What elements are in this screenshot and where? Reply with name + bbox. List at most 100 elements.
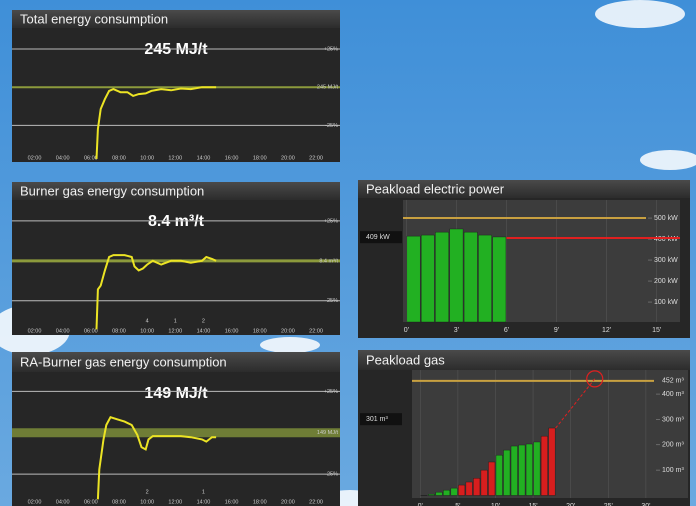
- y-tick-label: +25%: [324, 389, 338, 395]
- x-tick-label: 10:00: [140, 499, 154, 505]
- plot-area: [403, 200, 680, 322]
- y-tick-label: 200 kW: [654, 278, 678, 285]
- bar: [548, 427, 556, 496]
- current-label: 409 kW: [366, 234, 390, 241]
- x-tick-label: 04:00: [56, 155, 70, 161]
- current-box: [360, 413, 402, 426]
- bar: [533, 441, 541, 496]
- x-tick-label: 10': [491, 503, 500, 506]
- data-line: [95, 254, 217, 330]
- panel-body: [12, 182, 340, 335]
- x-tick-label: 04:00: [56, 328, 70, 334]
- x-tick-label: 30': [641, 503, 650, 506]
- panel-titlebar: [358, 180, 690, 198]
- y-tick-label: 500 kW: [654, 215, 678, 222]
- x-tick-label: 15': [529, 503, 538, 506]
- x-tick-label: 20:00: [281, 155, 295, 161]
- y-tick-label: 100 m³: [662, 467, 684, 474]
- y-tick-label: 400 kW: [654, 236, 678, 243]
- x-tick-label: 20:00: [281, 328, 295, 334]
- event-marker: 2: [202, 318, 205, 324]
- panel-titlebar: [12, 10, 340, 28]
- bar: [463, 231, 478, 323]
- data-line: [96, 416, 217, 500]
- panel-title: Total energy consumption: [20, 11, 168, 26]
- bar: [473, 478, 481, 496]
- bar: [503, 449, 511, 496]
- x-tick-label: 06:00: [84, 499, 98, 505]
- current-label: 301 m³: [366, 416, 388, 423]
- event-marker: 2: [146, 489, 149, 495]
- x-tick-label: 20:00: [281, 499, 295, 505]
- panel-title: Burner gas energy consumption: [20, 183, 204, 198]
- limit-label: 452 m³: [662, 378, 684, 385]
- y-tick-label: +25%: [324, 218, 338, 224]
- x-tick-label: 22:00: [309, 328, 323, 334]
- x-tick-label: 14:00: [197, 155, 211, 161]
- event-marker: 4: [146, 318, 149, 324]
- bar: [458, 484, 466, 496]
- bar: [480, 469, 488, 496]
- bar: [510, 445, 518, 496]
- headline-value: 149 MJ/t: [144, 385, 208, 402]
- x-tick-label: 06:00: [84, 328, 98, 334]
- bar: [450, 487, 458, 496]
- bar: [540, 435, 548, 496]
- x-tick-label: 15': [652, 327, 661, 334]
- x-tick-label: 08:00: [112, 155, 126, 161]
- x-tick-label: 25': [604, 503, 613, 506]
- bar: [525, 443, 533, 496]
- bar: [428, 493, 436, 496]
- bar: [488, 461, 496, 496]
- y-tick-label: -25%: [325, 298, 338, 304]
- panel-title: Peakload gas: [366, 352, 445, 367]
- bar: [406, 235, 421, 323]
- bar: [449, 228, 464, 323]
- x-tick-label: 02:00: [28, 155, 42, 161]
- x-tick-label: 5': [455, 503, 460, 506]
- panel: RA-Burner gas energy consumption 149 MJ/t…: [12, 352, 340, 506]
- x-tick-label: 18:00: [253, 328, 267, 334]
- headline-value: 8.4 m³/t: [148, 213, 205, 230]
- x-tick-label: 10:00: [140, 155, 154, 161]
- headline-value: 245 MJ/t: [144, 41, 208, 58]
- x-tick-label: 08:00: [112, 328, 126, 334]
- x-tick-label: 16:00: [225, 328, 239, 334]
- x-tick-label: 18:00: [253, 499, 267, 505]
- panel-body: [12, 10, 340, 162]
- x-tick-label: 20': [566, 503, 575, 506]
- bar: [420, 234, 435, 323]
- bar: [435, 231, 449, 323]
- x-tick-label: 08:00: [112, 499, 126, 505]
- x-tick-label: 18:00: [253, 155, 267, 161]
- y-tick-label: 8.4 m³/t: [319, 258, 338, 264]
- y-tick-label: 300 m³: [662, 416, 684, 423]
- x-tick-label: 16:00: [225, 155, 239, 161]
- x-tick-label: 02:00: [28, 328, 42, 334]
- bar: [478, 234, 492, 323]
- bar: [435, 491, 443, 496]
- x-tick-label: 02:00: [28, 499, 42, 505]
- y-tick-label: +25%: [324, 46, 338, 52]
- bar: [492, 236, 507, 323]
- y-tick-label: 245 MJ/t: [317, 85, 339, 91]
- x-tick-label: 22:00: [309, 155, 323, 161]
- panel-title: Peakload electric power: [366, 181, 505, 196]
- y-tick-label: 300 kW: [654, 257, 678, 264]
- x-tick-label: 16:00: [225, 499, 239, 505]
- x-tick-label: 10:00: [140, 328, 154, 334]
- x-tick-label: 12:00: [168, 328, 182, 334]
- x-tick-label: 12:00: [168, 155, 182, 161]
- forecast-end: [586, 370, 604, 388]
- x-tick-label: 22:00: [309, 499, 323, 505]
- panel-titlebar: [12, 352, 340, 372]
- x-tick-label: 14:00: [197, 328, 211, 334]
- y-tick-label: 200 m³: [662, 442, 684, 449]
- x-tick-label: 6': [504, 327, 509, 334]
- x-tick-label: 06:00: [84, 155, 98, 161]
- y-tick-label: 100 kW: [654, 299, 678, 306]
- bar: [443, 489, 451, 496]
- panel-titlebar: [12, 182, 340, 200]
- panel-title: RA-Burner gas energy consumption: [20, 354, 227, 369]
